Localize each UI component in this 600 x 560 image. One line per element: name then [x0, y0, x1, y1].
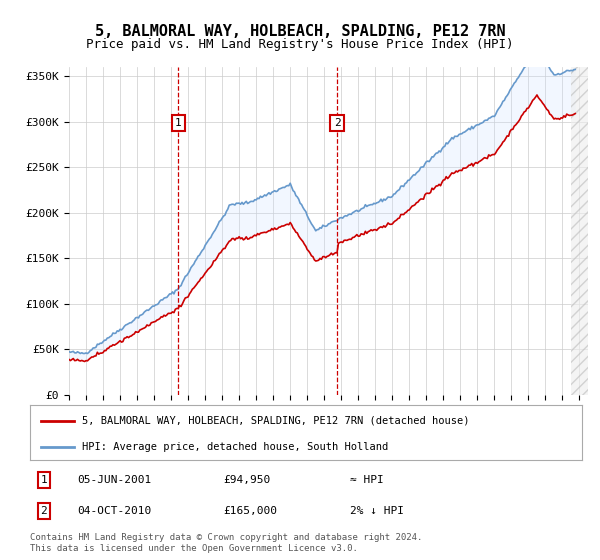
Text: £94,950: £94,950: [223, 475, 271, 486]
Text: £165,000: £165,000: [223, 506, 277, 516]
Text: 1: 1: [40, 475, 47, 486]
Text: 2: 2: [40, 506, 47, 516]
Text: Contains HM Land Registry data © Crown copyright and database right 2024.
This d: Contains HM Land Registry data © Crown c…: [30, 533, 422, 553]
Text: 04-OCT-2010: 04-OCT-2010: [77, 506, 151, 516]
Text: 5, BALMORAL WAY, HOLBEACH, SPALDING, PE12 7RN: 5, BALMORAL WAY, HOLBEACH, SPALDING, PE1…: [95, 24, 505, 39]
Text: 05-JUN-2001: 05-JUN-2001: [77, 475, 151, 486]
Bar: [571, 67, 596, 395]
Text: 1: 1: [175, 118, 182, 128]
Text: Price paid vs. HM Land Registry's House Price Index (HPI): Price paid vs. HM Land Registry's House …: [86, 38, 514, 50]
Text: ≈ HPI: ≈ HPI: [350, 475, 384, 486]
Text: 2% ↓ HPI: 2% ↓ HPI: [350, 506, 404, 516]
Text: 2: 2: [334, 118, 340, 128]
Text: 5, BALMORAL WAY, HOLBEACH, SPALDING, PE12 7RN (detached house): 5, BALMORAL WAY, HOLBEACH, SPALDING, PE1…: [82, 416, 470, 426]
Text: HPI: Average price, detached house, South Holland: HPI: Average price, detached house, Sout…: [82, 442, 389, 451]
